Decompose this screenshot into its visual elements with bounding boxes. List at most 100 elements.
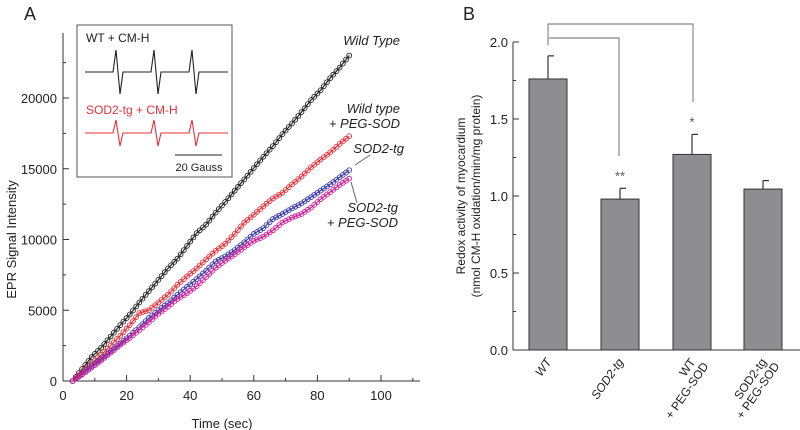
x-category-label: WT <box>532 354 555 379</box>
data-point <box>130 318 136 324</box>
y-tick-label: 0.0 <box>490 343 508 358</box>
data-point <box>168 288 174 295</box>
data-point <box>254 161 260 168</box>
data-point <box>273 139 279 145</box>
data-point <box>266 219 273 225</box>
data-point <box>289 205 295 212</box>
data-point <box>177 279 184 285</box>
data-point <box>317 87 324 94</box>
y-tick-label: 5000 <box>28 303 57 318</box>
data-point <box>142 308 149 315</box>
data-point <box>295 113 302 119</box>
data-point <box>165 300 171 307</box>
data-point <box>225 195 232 202</box>
data-point <box>196 273 203 280</box>
data-point <box>193 276 200 282</box>
data-point <box>203 267 209 274</box>
data-point <box>270 143 276 149</box>
data-point <box>184 243 190 249</box>
epr-spectrum-trace <box>85 119 228 147</box>
data-point <box>235 227 241 233</box>
data-point <box>196 262 203 269</box>
data-point <box>254 209 260 215</box>
data-point <box>305 167 311 174</box>
data-point <box>117 332 124 339</box>
data-point <box>203 274 209 280</box>
data-point <box>285 184 292 190</box>
data-point <box>292 116 298 123</box>
data-point <box>196 280 203 286</box>
data-point <box>215 256 222 263</box>
data-point <box>228 191 235 198</box>
data-point <box>298 109 305 116</box>
data-point <box>126 311 133 318</box>
data-point <box>292 203 298 210</box>
data-point <box>120 329 127 336</box>
panel-label: B <box>463 4 475 24</box>
data-point <box>314 199 321 205</box>
data-point <box>187 238 194 245</box>
x-tick-label: 20 <box>119 388 133 403</box>
data-point <box>270 216 276 222</box>
data-point <box>203 256 209 263</box>
x-tick-label: 40 <box>183 388 197 403</box>
scale-bar-label: 20 Gauss <box>175 162 223 174</box>
data-point <box>244 172 251 179</box>
inset-frame <box>76 24 233 178</box>
data-point <box>142 318 149 324</box>
data-point <box>327 75 333 82</box>
data-point <box>336 64 343 71</box>
data-point <box>238 223 244 230</box>
data-point <box>266 146 273 153</box>
significance-bracket <box>547 37 620 156</box>
panel-b-chart: B 0.0 0.5 1.0 1.5 2.0 Redox activity of myocar… <box>454 4 800 422</box>
data-point <box>193 230 200 236</box>
data-point <box>343 56 349 63</box>
data-point <box>222 199 229 205</box>
data-point <box>346 52 353 59</box>
data-point <box>95 347 101 354</box>
panel-label: A <box>24 4 36 24</box>
data-point <box>130 307 136 314</box>
data-point <box>298 173 305 180</box>
data-point <box>180 276 187 282</box>
data-point <box>292 213 298 220</box>
arrow-icon <box>354 154 371 166</box>
data-point <box>152 313 159 320</box>
data-point <box>257 235 264 241</box>
data-point <box>260 225 267 232</box>
data-point <box>308 97 314 103</box>
data-point <box>241 176 248 183</box>
data-point <box>126 322 133 328</box>
data-point <box>136 310 143 316</box>
data-point <box>190 234 197 241</box>
data-point <box>273 214 279 221</box>
data-point <box>250 165 257 171</box>
data-point <box>206 264 213 271</box>
data-point <box>165 291 171 298</box>
data-point <box>222 240 229 247</box>
data-point <box>114 326 120 332</box>
data-point <box>149 284 155 291</box>
data-point <box>295 212 302 219</box>
bar <box>528 78 568 351</box>
data-point <box>98 344 105 351</box>
data-point <box>231 187 238 194</box>
data-point <box>285 124 292 130</box>
data-point <box>171 294 178 301</box>
x-category-label: SOD2-tg <box>588 355 626 402</box>
data-point <box>289 120 295 127</box>
data-point <box>301 170 308 177</box>
data-point <box>209 213 216 220</box>
data-point <box>174 281 181 288</box>
bar <box>743 188 783 351</box>
data-point <box>276 135 283 141</box>
data-point <box>235 184 241 190</box>
data-point <box>111 339 117 346</box>
data-point <box>333 143 340 150</box>
data-point <box>212 258 219 265</box>
data-point <box>120 318 127 325</box>
data-point <box>346 167 353 174</box>
data-point <box>161 269 168 276</box>
data-point <box>219 202 225 209</box>
